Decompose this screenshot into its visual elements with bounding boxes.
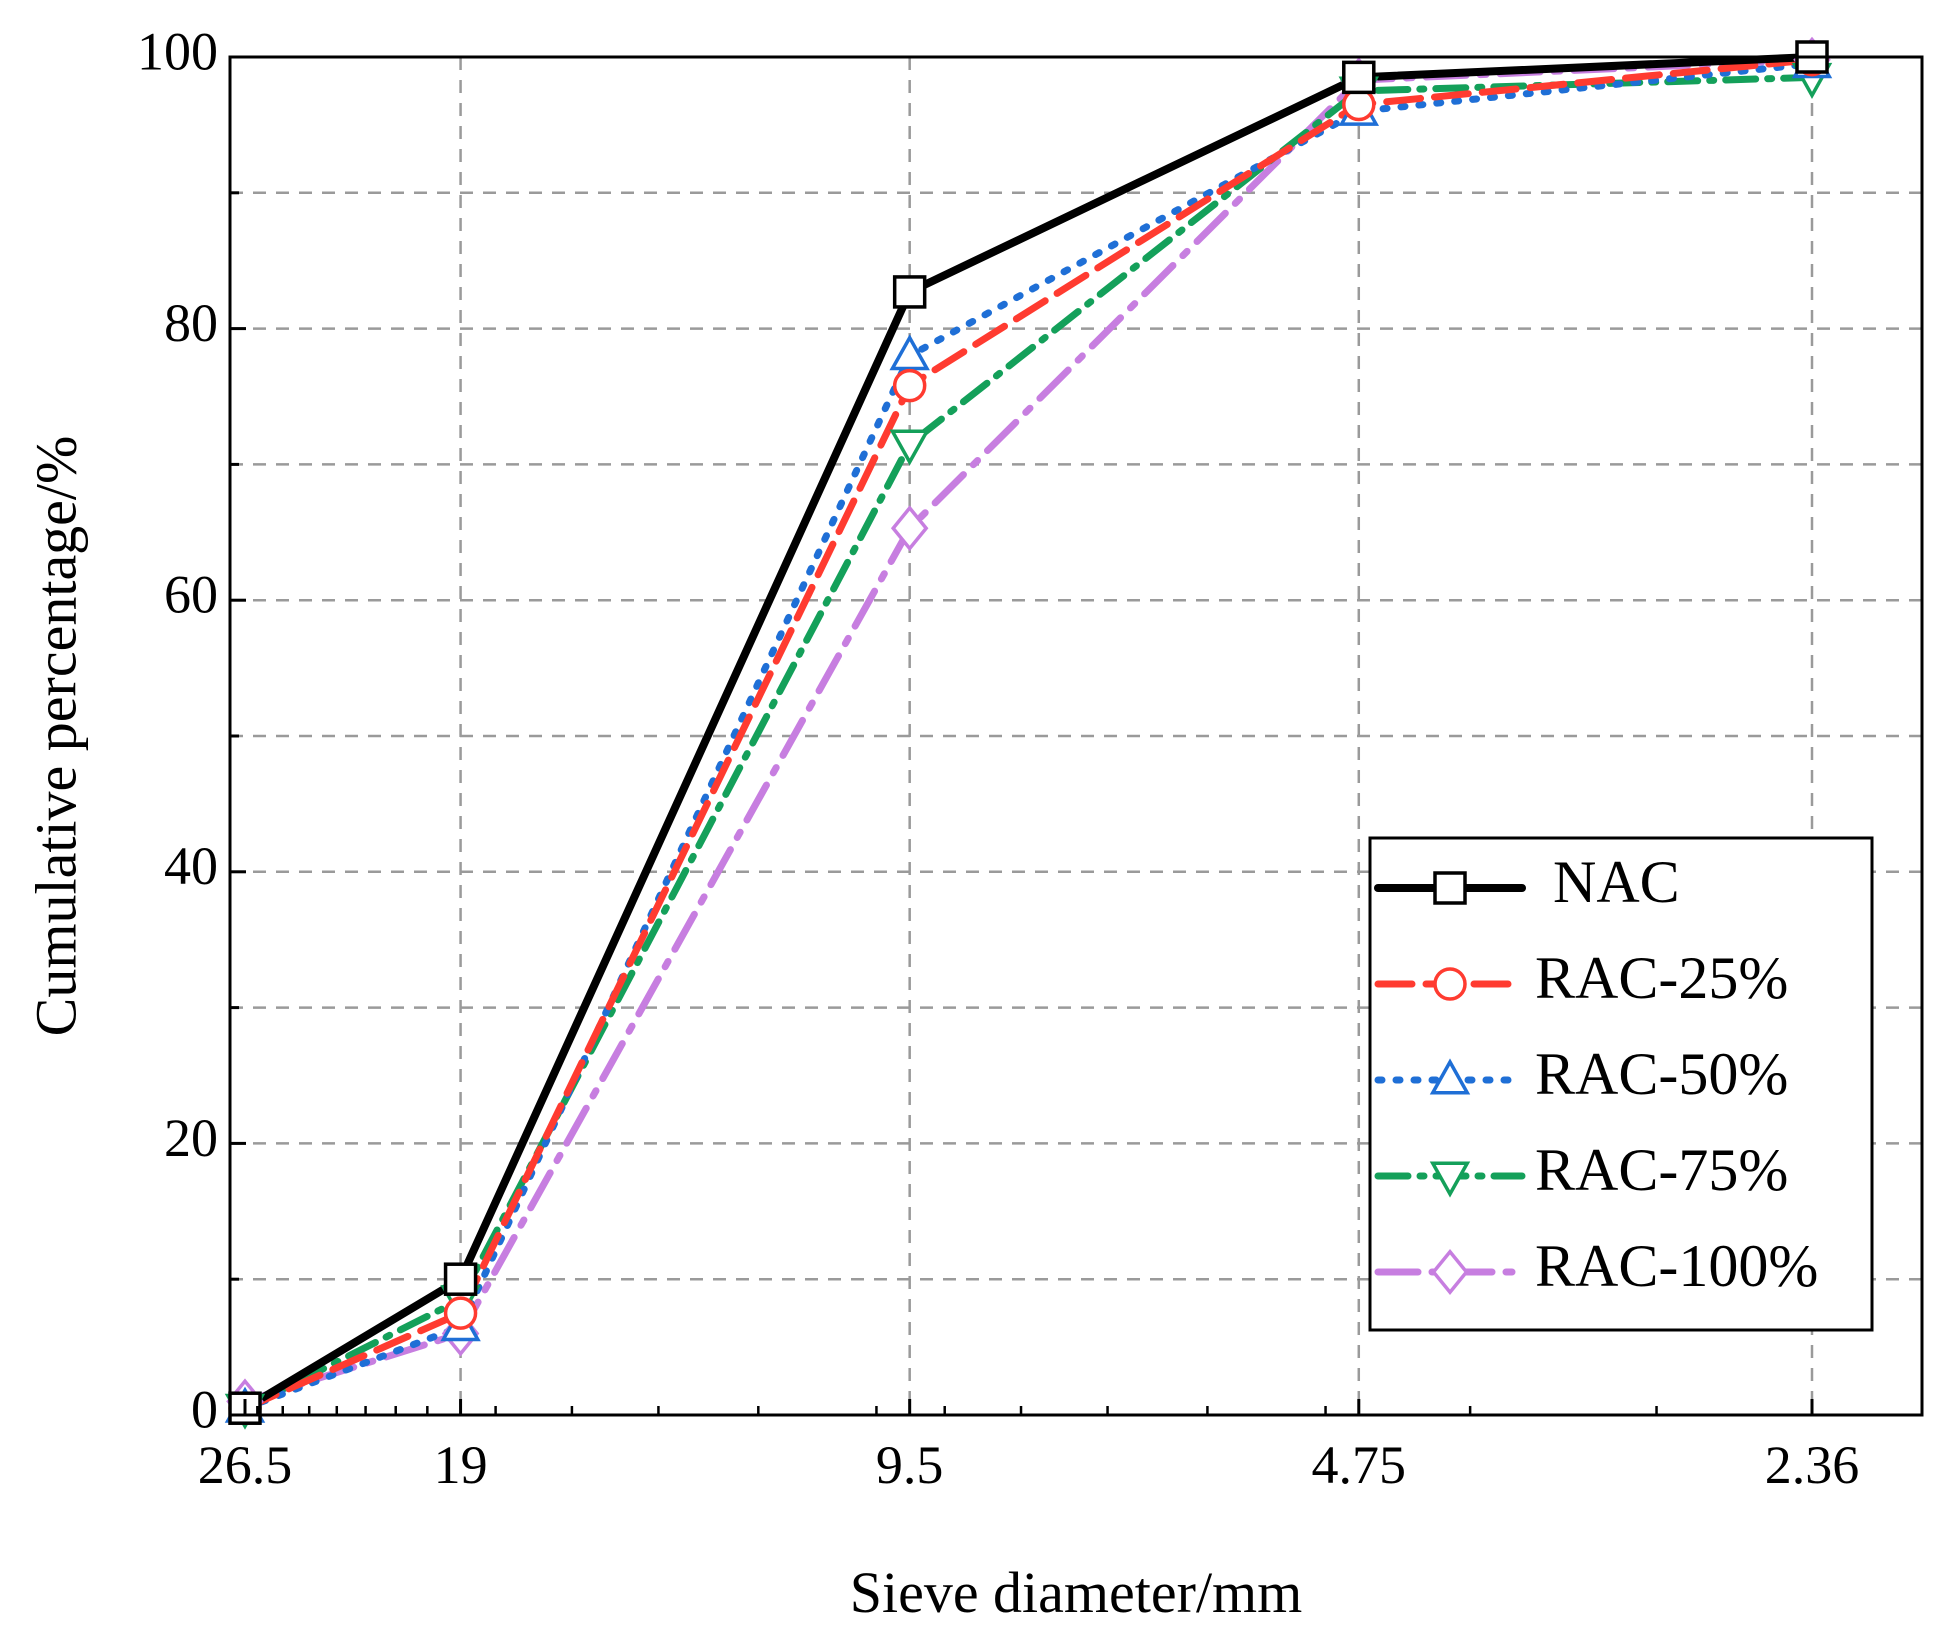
y-tick-label: 40 bbox=[164, 836, 218, 896]
y-tick-label: 60 bbox=[164, 565, 218, 625]
legend-marker bbox=[1429, 1058, 1471, 1095]
data-point-nac bbox=[1342, 60, 1376, 95]
y-tick-label: 80 bbox=[164, 293, 218, 353]
legend-marker bbox=[1431, 1248, 1469, 1296]
legend-item: RAC-75% bbox=[1374, 1137, 1788, 1203]
data-point-nac bbox=[892, 275, 927, 309]
legend-item: RAC-25% bbox=[1374, 945, 1788, 1011]
legend: NAC RAC-25% RAC-50% RAC-75% RAC-100% bbox=[1368, 836, 1874, 1332]
y-tick-label: 0 bbox=[191, 1379, 218, 1439]
legend-label: RAC-75% bbox=[1535, 1137, 1788, 1203]
axes-layer: 0 20 40 60 80 100 26.5 19 9.5 4.75 2.36 bbox=[137, 21, 1859, 1495]
x-tick-label: 26.5 bbox=[198, 1435, 293, 1495]
y-tick-label: 100 bbox=[137, 21, 218, 81]
data-point-rac-100pct bbox=[890, 505, 929, 552]
data-point-rac-25pct bbox=[443, 1296, 478, 1330]
legend-item: RAC-50% bbox=[1374, 1041, 1788, 1107]
x-tick-label: 9.5 bbox=[876, 1435, 944, 1495]
legend-marker bbox=[1433, 967, 1467, 1001]
legend-label: RAC-50% bbox=[1535, 1041, 1788, 1107]
x-tick-label: 4.75 bbox=[1312, 1435, 1407, 1495]
y-axis-label: Cumulative percentage/% bbox=[23, 436, 88, 1037]
y-tick-label: 20 bbox=[164, 1108, 218, 1168]
series-layer bbox=[224, 36, 1833, 1430]
legend-item: RAC-100% bbox=[1374, 1233, 1818, 1299]
legend-label: RAC-25% bbox=[1535, 945, 1788, 1011]
legend-label: NAC bbox=[1553, 849, 1680, 915]
data-point-rac-25pct bbox=[892, 368, 927, 403]
legend-marker bbox=[1433, 871, 1467, 905]
legend-label: RAC-100% bbox=[1535, 1233, 1818, 1299]
x-tick-label: 2.36 bbox=[1765, 1435, 1860, 1495]
legend-item: NAC bbox=[1374, 849, 1680, 915]
legend-marker bbox=[1429, 1161, 1471, 1198]
data-point-rac-50pct bbox=[889, 334, 930, 371]
data-point-nac bbox=[443, 1262, 478, 1296]
x-tick-label: 19 bbox=[434, 1435, 488, 1495]
data-point-rac-75pct bbox=[889, 429, 930, 466]
x-axis-label: Sieve diameter/mm bbox=[850, 1560, 1303, 1625]
